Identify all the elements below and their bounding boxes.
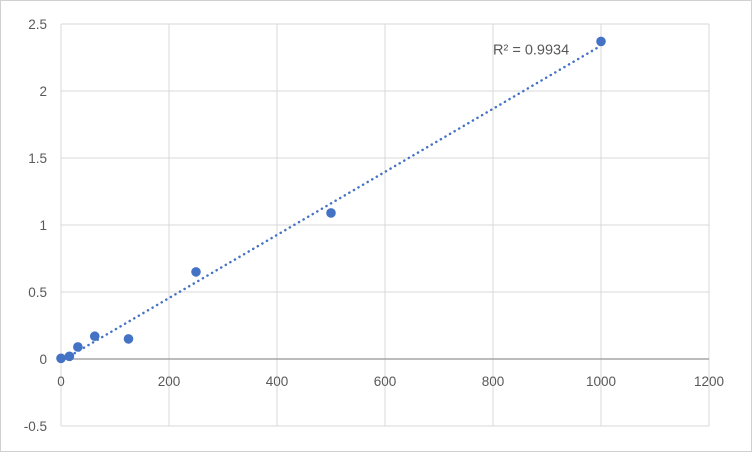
x-tick-label: 600 [374, 374, 397, 389]
y-tick-label: -0.5 [24, 419, 47, 434]
data-point [73, 342, 83, 352]
data-point [123, 334, 134, 344]
y-tick-label: 0.5 [28, 285, 47, 300]
y-tick-label: 1 [39, 218, 47, 233]
data-point [596, 36, 606, 47]
y-tick-label: 1.5 [28, 151, 47, 166]
x-tick-label: 1000 [586, 374, 616, 389]
data-point [56, 353, 66, 364]
data-point [89, 331, 100, 342]
x-tick-label: 400 [266, 374, 289, 389]
data-point [64, 351, 75, 362]
y-tick-label: 2.5 [28, 17, 47, 32]
x-tick-label: 0 [57, 374, 65, 389]
trendline [59, 44, 603, 363]
data-point [326, 208, 336, 218]
x-tick-label: 200 [158, 374, 181, 389]
x-tick-label: 1200 [694, 374, 724, 389]
y-tick-label: 2 [39, 84, 47, 99]
x-tick-label: 800 [482, 374, 505, 389]
data-point [191, 267, 201, 277]
y-tick-label: 0 [39, 352, 47, 367]
r-squared-label: R² = 0.9934 [493, 42, 569, 58]
